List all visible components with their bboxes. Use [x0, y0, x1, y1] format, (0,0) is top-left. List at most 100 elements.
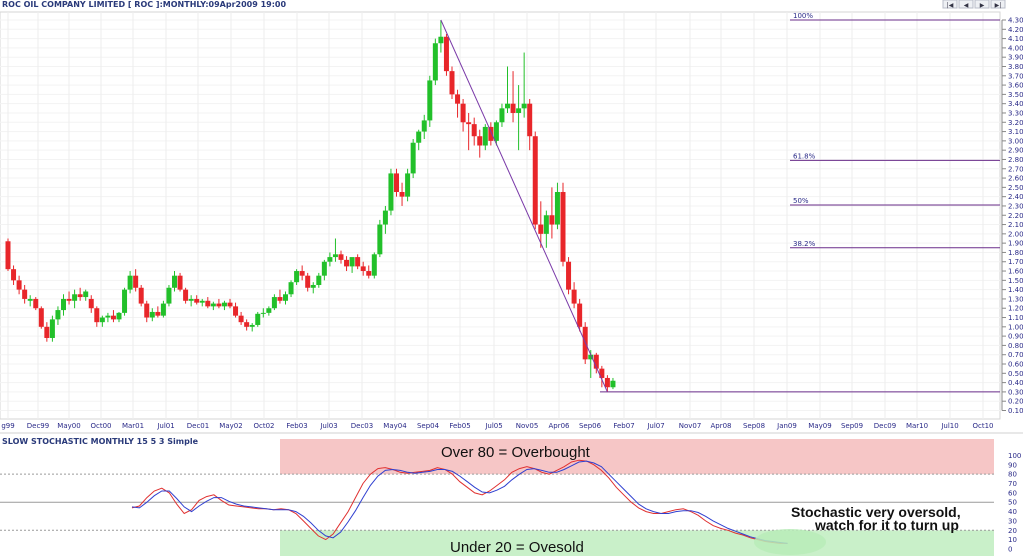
trendline — [440, 19, 608, 393]
fib-label: 100% — [793, 12, 813, 20]
price-tick-label: 2.40 — [1008, 193, 1023, 201]
candle — [410, 139, 416, 179]
candle — [144, 300, 150, 323]
date-tick-label: May00 — [57, 422, 80, 430]
price-tick-label: 4.20 — [1008, 26, 1023, 34]
stochastic-tick-label: 60 — [1008, 489, 1017, 497]
candle — [516, 85, 522, 151]
date-tick-label: Feb03 — [286, 422, 307, 430]
price-tick-label: 4.00 — [1008, 44, 1023, 52]
candle — [288, 280, 294, 298]
stochastic-zones — [280, 439, 994, 556]
candle — [466, 112, 472, 151]
price-tick-label: 2.10 — [1008, 221, 1023, 229]
price-tick-label: 1.10 — [1008, 314, 1023, 322]
stochastic-tick-label: 0 — [1008, 546, 1012, 554]
date-tick-label: Jul10 — [940, 422, 958, 430]
oversold-highlight — [754, 529, 826, 555]
price-tick-label: 0.40 — [1008, 379, 1023, 387]
candle — [482, 124, 488, 151]
stochastic-tick-label: 70 — [1008, 480, 1017, 488]
price-tick-label: 1.20 — [1008, 305, 1023, 313]
candle — [604, 375, 610, 392]
candle — [77, 287, 83, 301]
stochastic-tick-label: 50 — [1008, 499, 1017, 507]
stochastic-tick-label: 30 — [1008, 517, 1017, 525]
price-tick-label: 3.40 — [1008, 100, 1023, 108]
candle — [349, 257, 355, 273]
candle — [94, 306, 100, 327]
price-tick-label: 1.30 — [1008, 295, 1023, 303]
candle — [332, 238, 338, 262]
candle — [155, 306, 161, 318]
candle — [166, 284, 172, 307]
candle — [443, 33, 449, 76]
candle — [316, 272, 322, 288]
candle — [571, 282, 577, 309]
candle — [399, 182, 405, 206]
candle — [355, 254, 361, 270]
candle — [105, 312, 111, 323]
price-tick-label: 1.40 — [1008, 286, 1023, 294]
first-icon[interactable]: |◀ — [942, 0, 958, 9]
candle — [99, 315, 105, 327]
candle — [599, 365, 605, 388]
date-tick-label: May02 — [219, 422, 242, 430]
candle — [238, 311, 244, 325]
price-tick-label: 1.80 — [1008, 249, 1023, 257]
candle — [593, 352, 599, 374]
candle — [38, 306, 44, 329]
navigation-toolbar: |◀ ◀ ▶ ▶| — [942, 0, 1006, 9]
stochastic-tick-label: 10 — [1008, 536, 1017, 544]
candle — [377, 219, 383, 258]
price-tick-label: 3.70 — [1008, 72, 1023, 80]
candle — [554, 182, 560, 230]
candle — [249, 323, 255, 332]
candle — [227, 298, 233, 309]
candle — [11, 265, 17, 285]
overbought-zone — [280, 439, 994, 475]
candle — [33, 297, 39, 311]
candle — [133, 269, 139, 292]
candle — [88, 295, 94, 313]
date-tick-label: Feb05 — [449, 422, 470, 430]
candle — [566, 257, 572, 295]
candle — [366, 265, 372, 279]
price-tick-label: 4.10 — [1008, 35, 1023, 43]
candle — [538, 201, 544, 248]
date-tick-label: Dec99 — [27, 422, 49, 430]
date-tick-label: Sep09 — [841, 422, 863, 430]
candle — [127, 271, 133, 294]
candle — [5, 238, 11, 272]
date-tick-label: Jul01 — [156, 422, 174, 430]
candle — [244, 319, 250, 331]
date-tick-label: Dec01 — [187, 422, 209, 430]
stochastic-k-line — [131, 459, 788, 544]
date-tick-label: Mar01 — [122, 422, 144, 430]
price-tick-label: 3.10 — [1008, 128, 1023, 136]
candle — [260, 308, 266, 318]
price-tick-label: 1.00 — [1008, 323, 1023, 331]
candle — [421, 114, 427, 140]
candle — [205, 297, 211, 309]
overbought-label: Over 80 = Overbought — [441, 444, 591, 461]
price-tick-label: 1.70 — [1008, 258, 1023, 266]
price-tick-label: 3.30 — [1008, 109, 1023, 117]
price-tick-label: 3.80 — [1008, 63, 1023, 71]
next-icon[interactable]: ▶ — [974, 0, 990, 9]
svg-text:|◀: |◀ — [947, 2, 954, 9]
candle — [183, 287, 189, 304]
prev-icon[interactable]: ◀ — [958, 0, 974, 9]
price-tick-label: 1.60 — [1008, 268, 1023, 276]
stochastic-d-line — [131, 460, 788, 544]
candle — [266, 306, 272, 316]
last-icon[interactable]: ▶| — [990, 0, 1006, 9]
candle — [83, 289, 89, 301]
candle — [210, 301, 216, 311]
candle — [61, 294, 66, 316]
candle — [116, 311, 122, 323]
candle — [405, 168, 411, 202]
svg-text:▶|: ▶| — [995, 2, 1002, 9]
candle — [277, 289, 283, 304]
